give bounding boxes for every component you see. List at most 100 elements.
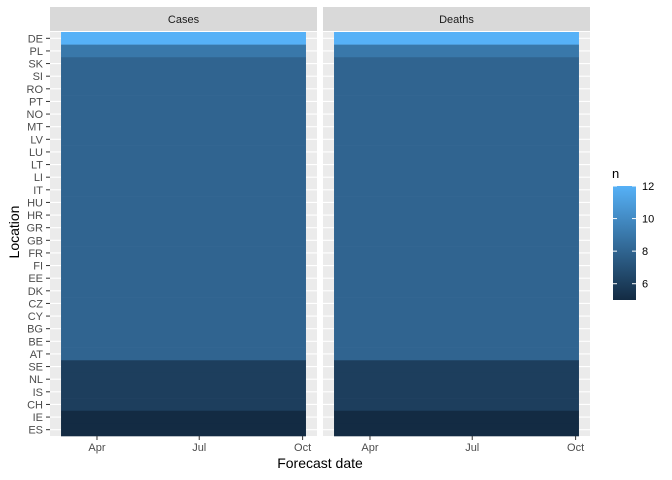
heatmap-tile-lu	[61, 145, 306, 159]
heatmap-tile-gb	[334, 234, 579, 247]
heatmap-tile-pt	[61, 95, 306, 109]
y-tick-label: IS	[33, 387, 43, 399]
facet-strip	[50, 7, 317, 31]
heatmap-tile-nl	[61, 372, 306, 386]
heatmap-tile-si	[61, 69, 306, 83]
legend-colorbar	[613, 186, 636, 300]
y-tick-label: PT	[29, 96, 43, 108]
heatmap-tile-hr	[61, 208, 306, 222]
heatmap-tile-fr	[61, 246, 306, 260]
heatmap-tile-es	[334, 423, 579, 437]
legend-tick-label: 8	[642, 246, 648, 258]
heatmap-tile-hu	[334, 196, 579, 210]
y-tick-label: HR	[27, 210, 43, 222]
heatmap-tile-gr	[334, 221, 579, 235]
y-tick-label: HU	[27, 197, 43, 209]
heatmap-tile-ie	[61, 410, 306, 424]
legend-tick-label: 6	[642, 279, 648, 291]
heatmap-tile-fi	[61, 259, 306, 273]
y-tick-label: LV	[30, 134, 43, 146]
y-tick-label: IT	[33, 185, 43, 197]
heatmap-tile-hr	[334, 208, 579, 222]
y-tick-label: CH	[27, 399, 43, 411]
heatmap-tile-sk	[334, 57, 579, 71]
heatmap-tile-be	[61, 335, 306, 348]
legend: n 6 8 10 12	[612, 166, 654, 300]
heatmap-tile-ie	[334, 410, 579, 424]
heatmap-tile-dk	[334, 284, 579, 298]
y-tick-label: CY	[28, 311, 44, 323]
y-tick-label: RO	[27, 84, 44, 96]
y-tick-label: AT	[30, 349, 44, 361]
heatmap-tile-sk	[61, 57, 306, 71]
heatmap-tile-is	[61, 385, 306, 399]
heatmap-tile-pl	[334, 44, 579, 58]
heatmap-tile-cy	[61, 309, 306, 323]
facet-panel-deaths: Deaths	[323, 7, 590, 437]
y-axis-label: Location	[6, 206, 22, 259]
y-tick-label: FI	[33, 261, 43, 273]
y-tick-label: LI	[34, 172, 43, 184]
y-tick-label: BG	[27, 324, 43, 336]
heatmap-tile-ee	[61, 271, 306, 285]
facet-strip	[323, 7, 590, 31]
heatmap-tile-de	[61, 32, 306, 45]
heatmap-tile-no	[61, 107, 306, 121]
y-tick-label: SI	[33, 71, 43, 83]
y-tick-label: IE	[33, 412, 43, 424]
y-tick-label: DE	[28, 33, 43, 45]
heatmap-tile-ro	[61, 82, 306, 96]
y-tick-label: MT	[27, 122, 43, 134]
heatmap-tile-se	[61, 360, 306, 374]
y-tick-label: CZ	[28, 298, 43, 310]
x-axis-ticks: Apr Jul Oct Apr Jul Oct	[88, 436, 584, 454]
heatmap-tile-li	[334, 170, 579, 184]
heatmap-tile-pl	[61, 44, 306, 58]
y-tick-label: LT	[31, 160, 43, 172]
heatmap-tile-bg	[334, 322, 579, 336]
y-tick-label: DK	[28, 286, 44, 298]
x-tick-label: Oct	[294, 442, 311, 454]
y-tick-label: SK	[28, 59, 43, 71]
heatmap-tile-ch	[334, 398, 579, 412]
heatmap-tile-nl	[334, 372, 579, 386]
heatmap-tile-mt	[61, 120, 306, 134]
legend-tick-label: 12	[642, 181, 654, 193]
heatmap-tile-se	[334, 360, 579, 374]
x-tick-label: Jul	[192, 442, 206, 454]
legend-title: n	[612, 166, 619, 181]
heatmap-tile-dk	[61, 284, 306, 298]
x-tick-label: Apr	[361, 442, 378, 454]
legend-tick-label: 10	[642, 214, 654, 226]
heatmap-tile-gr	[61, 221, 306, 235]
facet-panel-cases: Cases	[50, 7, 317, 437]
heatmap-tile-lt	[334, 158, 579, 172]
y-tick-label: GR	[27, 223, 44, 235]
y-tick-label: BE	[28, 336, 43, 348]
heatmap-tile-no	[334, 107, 579, 121]
heatmap-tile-cz	[61, 297, 306, 311]
facet-panels: Cases Deaths	[50, 7, 590, 437]
y-tick-label: GB	[27, 235, 43, 247]
y-axis-ticks: DEPLSKSIROPTNOMTLVLULTLIITHUHRGRGBFRFIEE…	[27, 33, 50, 437]
heatmap-tile-fi	[334, 259, 579, 273]
heatmap-tile-bg	[61, 322, 306, 336]
heatmap-tile-lt	[61, 158, 306, 172]
x-axis-label: Forecast date	[277, 455, 363, 471]
heatmap-tile-si	[334, 69, 579, 83]
heatmap-tile-it	[334, 183, 579, 197]
heatmap-tile-fr	[334, 246, 579, 260]
heatmap-tile-at	[61, 347, 306, 361]
y-tick-label: SE	[28, 362, 43, 374]
heatmap-tile-it	[61, 183, 306, 197]
y-tick-label: FR	[28, 248, 43, 260]
heatmap-tile-ro	[334, 82, 579, 96]
y-tick-label: NO	[27, 109, 44, 121]
facet-strip-label: Deaths	[439, 14, 474, 26]
heatmap-tile-ch	[61, 398, 306, 412]
heatmap-tile-be	[334, 335, 579, 348]
heatmap-tile-at	[334, 347, 579, 361]
y-tick-label: EE	[28, 273, 43, 285]
heatmap-tile-hu	[61, 196, 306, 210]
